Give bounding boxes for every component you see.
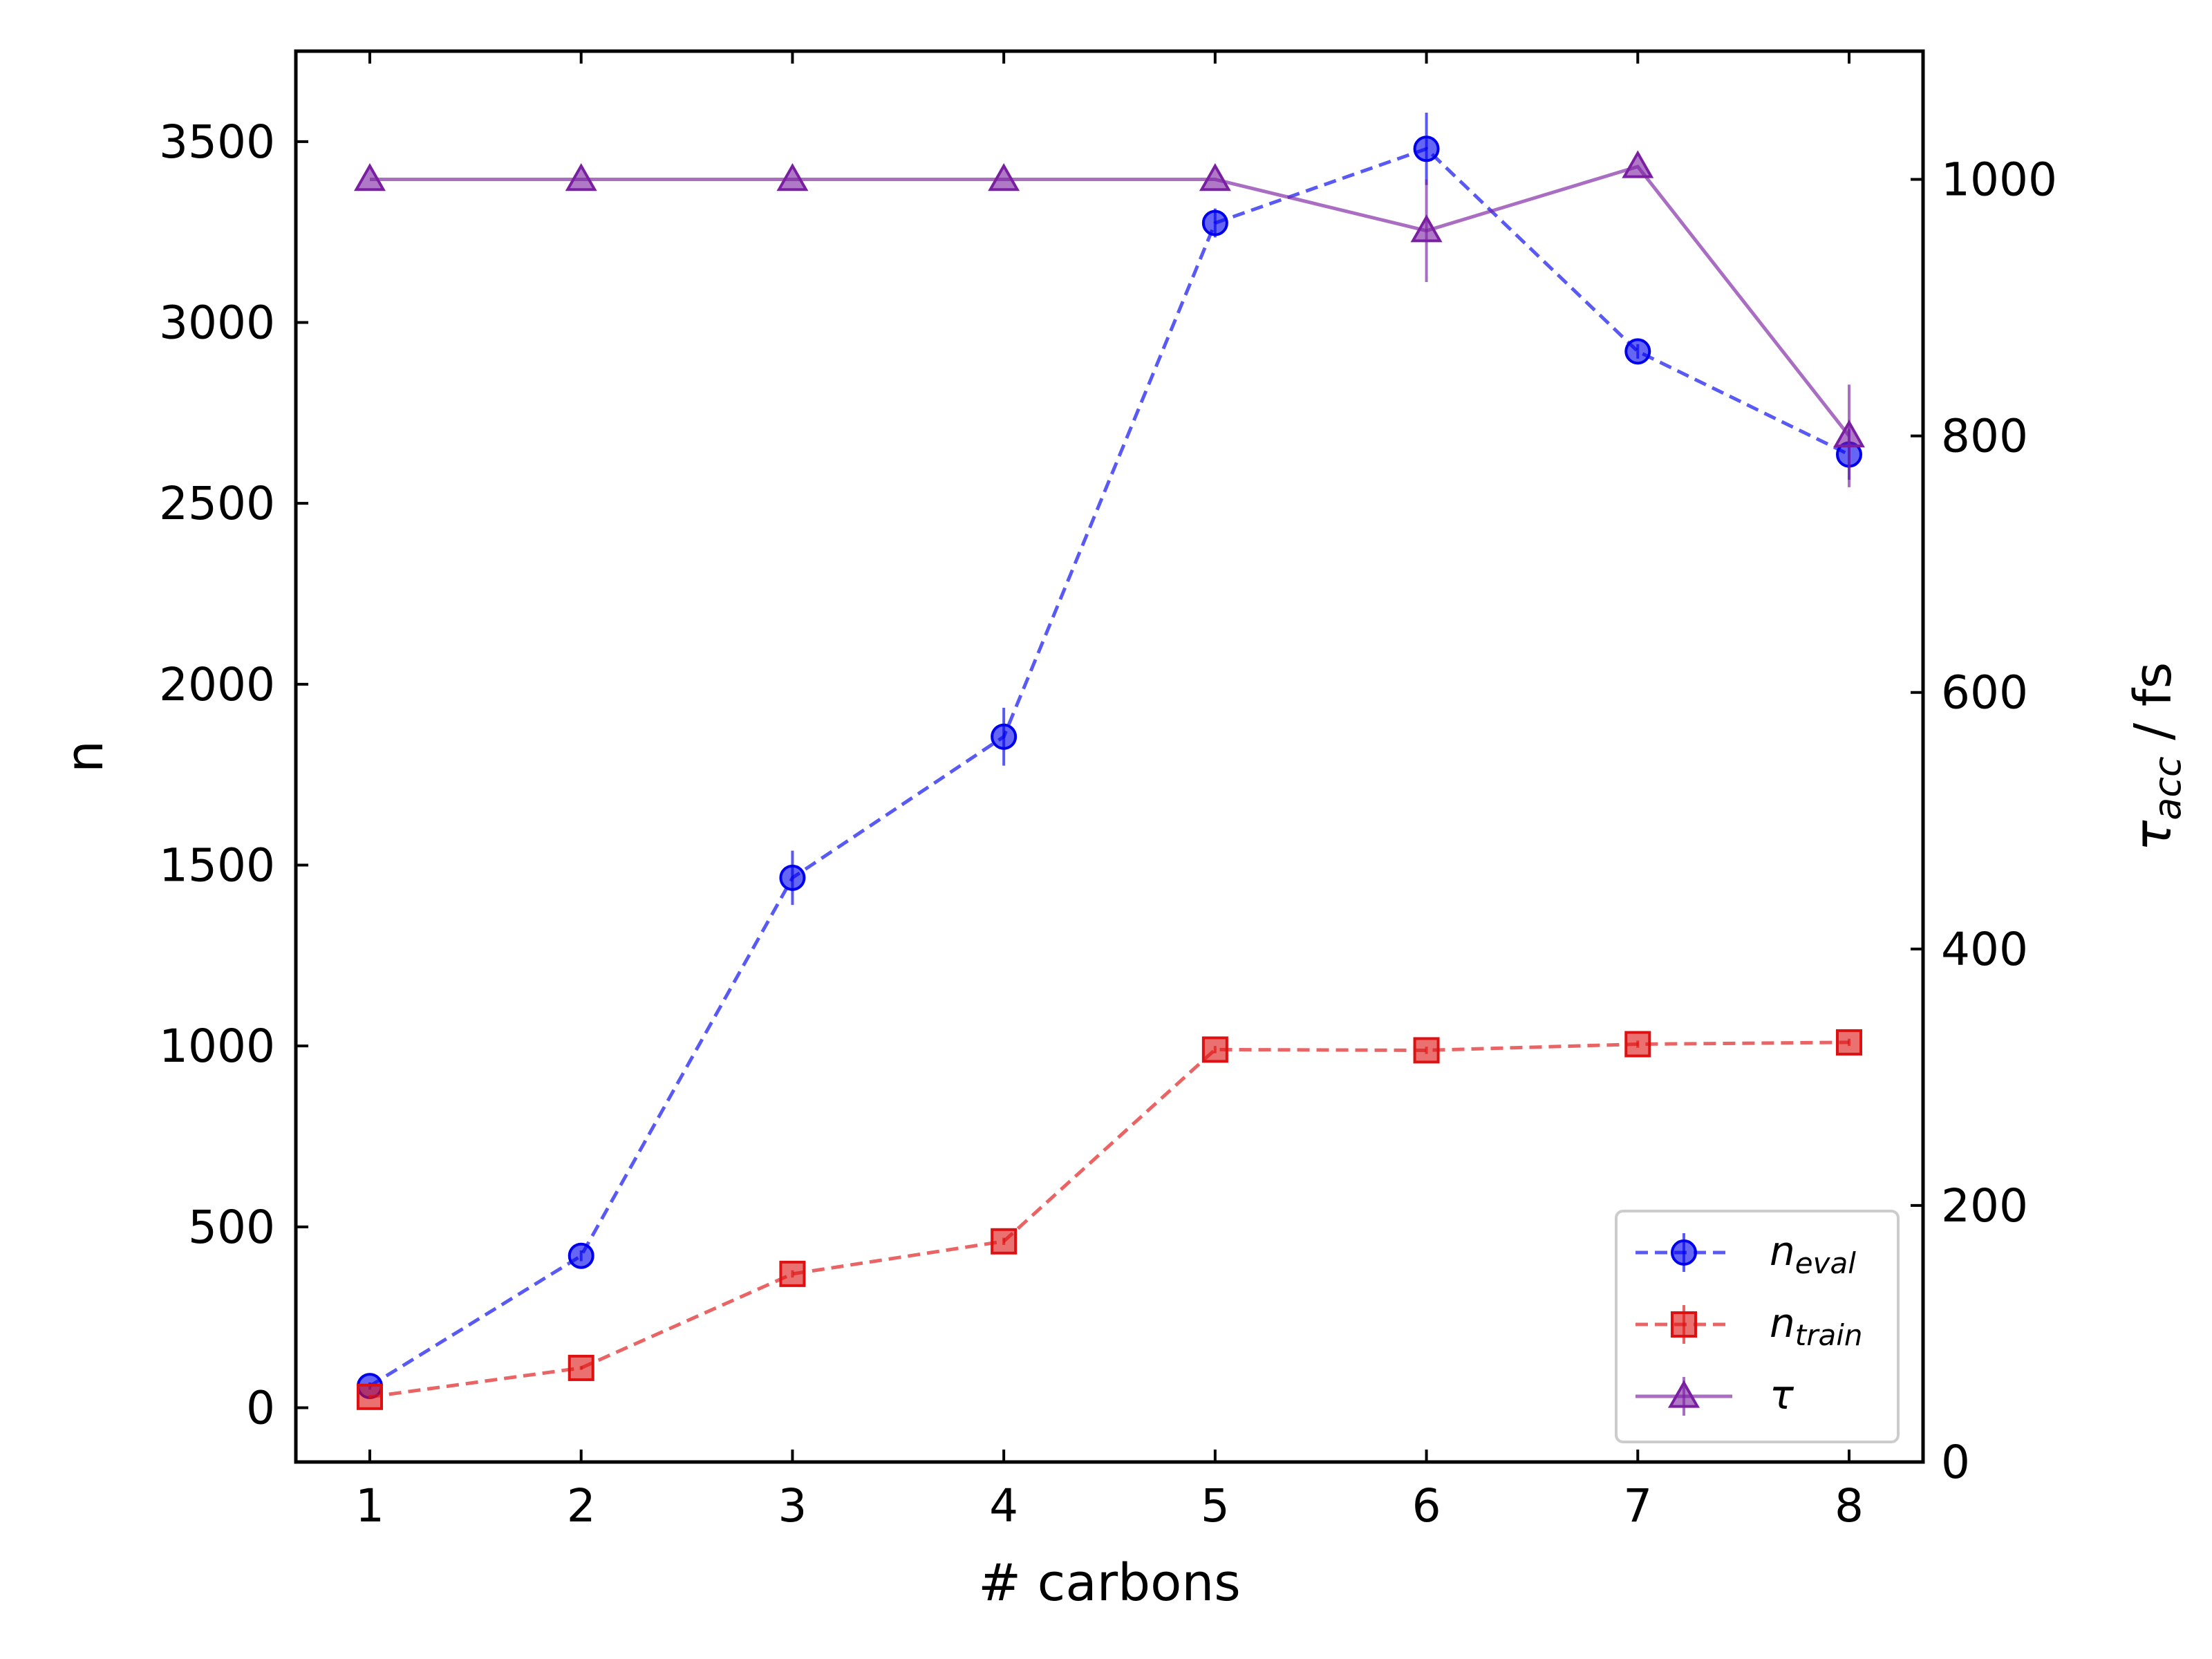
legend-label-subscript: train xyxy=(1795,1318,1863,1352)
data-point xyxy=(1622,150,1654,178)
legend-label-main: n xyxy=(1770,1228,1795,1275)
x-axis-title: # carbons xyxy=(978,1553,1241,1613)
legend-box xyxy=(1615,1210,1900,1443)
y2-tick-label: 0 xyxy=(1941,1436,1970,1489)
data-point xyxy=(568,1242,594,1269)
y2-tick-label: 800 xyxy=(1941,410,2028,463)
data-point xyxy=(991,1228,1018,1255)
x-tick-label: 3 xyxy=(778,1479,807,1533)
data-point xyxy=(988,162,1020,191)
x-tick-label: 2 xyxy=(567,1479,596,1533)
series-train xyxy=(357,1029,1862,1410)
y-tick-label: 500 xyxy=(188,1201,275,1254)
data-point xyxy=(1624,338,1651,365)
legend-label: τ xyxy=(1770,1371,1794,1418)
y2-tick-label: 1000 xyxy=(1941,153,2057,207)
data-point xyxy=(1410,214,1443,243)
data-point xyxy=(1624,1031,1651,1058)
y-axis-title: n xyxy=(55,740,115,773)
y2-axis-title: τacc / fs xyxy=(2124,662,2189,852)
series-eval xyxy=(357,112,1862,1400)
data-point xyxy=(1413,1037,1440,1064)
legend-label-main: n xyxy=(1770,1300,1795,1347)
plot-content xyxy=(354,112,1865,1410)
legend-marker xyxy=(1668,1380,1700,1408)
legend-label-subscript: eval xyxy=(1795,1246,1856,1280)
x-tick-label: 7 xyxy=(1623,1479,1652,1533)
series-line xyxy=(370,165,1850,438)
data-point xyxy=(354,162,386,191)
axes: 1 2 3 4 5 6 7 8 0 500 1000 1500 2000 2500 3000 3500 0 200… xyxy=(159,51,2057,1533)
y-tick-label: 1000 xyxy=(159,1020,275,1073)
y2-title-unit: / fs xyxy=(2124,662,2183,757)
x-tick-label: 5 xyxy=(1201,1479,1230,1533)
legend-entry: neval xyxy=(1635,1228,1856,1280)
data-point xyxy=(568,1354,594,1381)
plot-frame xyxy=(294,49,1925,1464)
series-tau xyxy=(354,150,1865,487)
y2-title-subscript: acc xyxy=(2146,756,2189,820)
legend-label: neval xyxy=(1770,1228,1856,1280)
data-point xyxy=(1199,162,1231,191)
data-point xyxy=(779,1260,806,1287)
y2-tick-label: 400 xyxy=(1941,923,2028,976)
data-point xyxy=(1201,209,1228,236)
legend-marker xyxy=(1671,1239,1697,1266)
y2-title-symbol: τ xyxy=(2124,820,2183,851)
x-tick-label: 8 xyxy=(1835,1479,1864,1533)
data-point xyxy=(991,723,1018,750)
x-tick-label: 6 xyxy=(1412,1479,1441,1533)
y-tick-label: 3500 xyxy=(159,115,275,169)
data-point xyxy=(779,864,806,891)
y-tick-label: 2500 xyxy=(159,477,275,530)
x-tick-label: 1 xyxy=(355,1479,384,1533)
series-line xyxy=(369,1040,1850,1399)
x-tick-label: 4 xyxy=(989,1479,1018,1533)
legend-marker xyxy=(1671,1311,1697,1338)
y-tick-label: 0 xyxy=(246,1382,275,1435)
legend-entry: τ xyxy=(1635,1371,1794,1418)
data-point xyxy=(1833,420,1865,448)
data-point xyxy=(357,1383,383,1410)
y-tick-label: 1500 xyxy=(159,839,275,892)
y-tick-label: 3000 xyxy=(159,297,275,350)
y2-tick-label: 200 xyxy=(1941,1179,2028,1232)
data-point xyxy=(1836,1029,1862,1056)
legend-label-main: τ xyxy=(1770,1371,1794,1418)
data-point xyxy=(776,162,809,191)
legend-entry: ntrain xyxy=(1635,1300,1863,1352)
legend-label: ntrain xyxy=(1770,1300,1863,1352)
data-point xyxy=(1413,135,1440,162)
y2-tick-label: 600 xyxy=(1941,666,2028,720)
y-tick-label: 2000 xyxy=(159,658,275,711)
series-line xyxy=(368,147,1850,1388)
data-point xyxy=(565,162,597,191)
data-point xyxy=(1201,1036,1228,1063)
